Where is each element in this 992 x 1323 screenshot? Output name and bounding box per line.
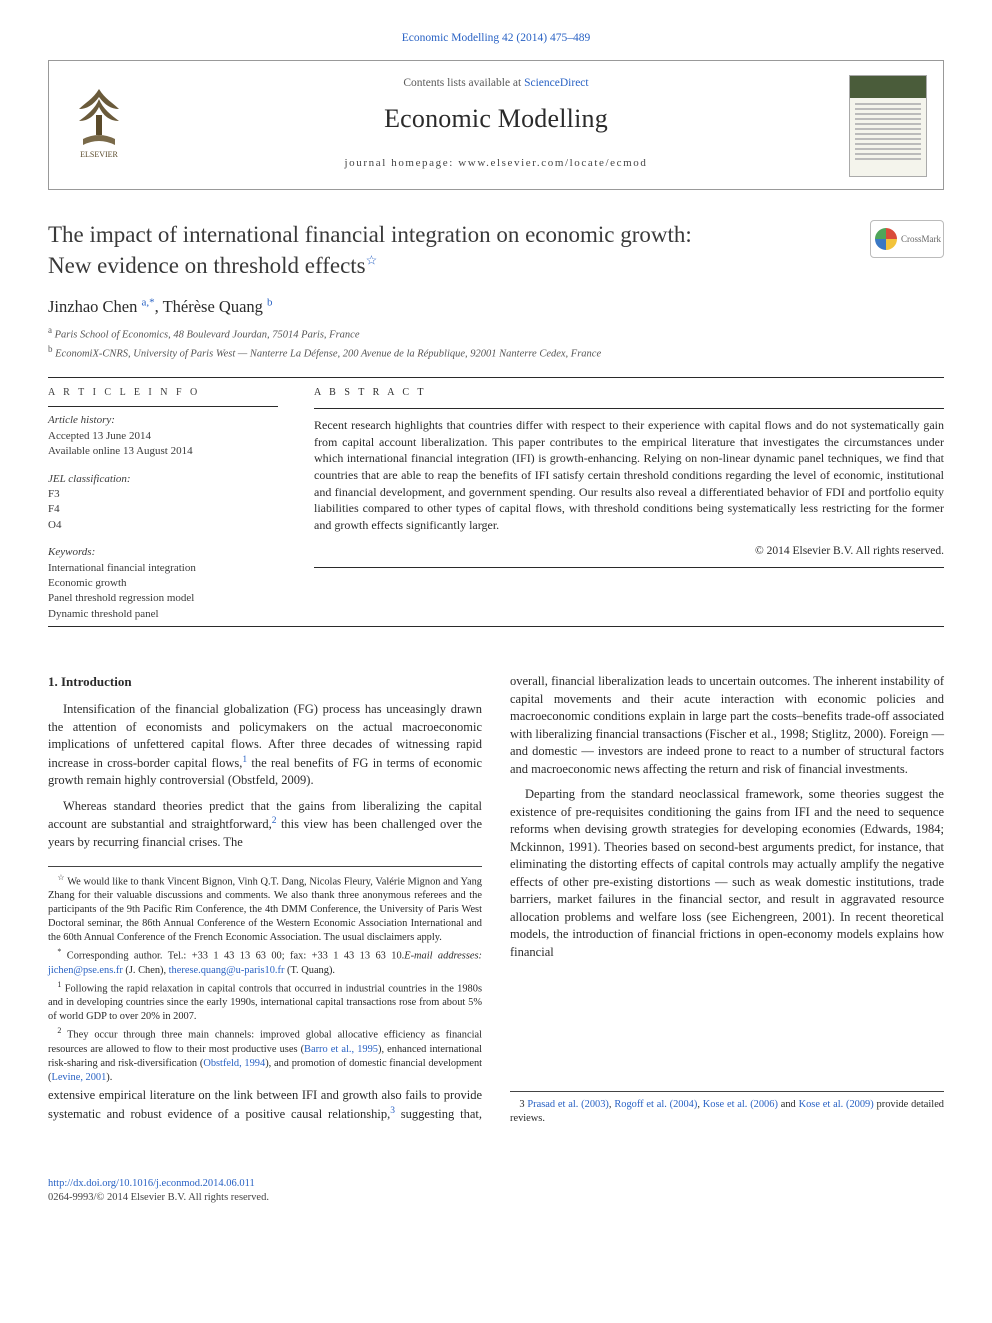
body-columns: 1. Introduction Intensification of the f…	[48, 673, 944, 1129]
sciencedirect-link[interactable]: ScienceDirect	[524, 77, 589, 89]
author-2-name: Thérèse Quang	[163, 297, 263, 316]
kw-0: International financial integration	[48, 561, 278, 576]
fn3-ref3[interactable]: Kose et al. (2006)	[703, 1099, 778, 1110]
abstract-block: A B S T R A C T Recent research highligh…	[314, 386, 944, 622]
crossmark-icon	[875, 228, 897, 250]
meta-row: A R T I C L E I N F O Article history: A…	[48, 386, 944, 622]
authors: Jinzhao Chen a,*, Thérèse Quang b	[48, 295, 944, 318]
abstract-copyright: © 2014 Elsevier B.V. All rights reserved…	[314, 543, 944, 559]
paper-title-line1: The impact of international financial in…	[48, 220, 692, 249]
fn3f: and	[778, 1099, 799, 1110]
fn1-mark: 1	[57, 980, 61, 989]
doi-row: http://dx.doi.org/10.1016/j.econmod.2014…	[48, 1177, 944, 1206]
online-date: Available online 13 August 2014	[48, 444, 278, 459]
fn2-mark: 2	[57, 1026, 61, 1035]
title-footnote-star-icon: ☆	[366, 253, 378, 268]
fn2-ref1[interactable]: Barro et al., 1995	[304, 1044, 378, 1055]
affil-b: EconomiX-CNRS, University of Paris West …	[55, 348, 601, 359]
issn-copyright: 0264-9993/© 2014 Elsevier B.V. All right…	[48, 1191, 269, 1206]
doi-link[interactable]: http://dx.doi.org/10.1016/j.econmod.2014…	[48, 1177, 269, 1192]
journal-cover-thumbnail	[849, 75, 927, 177]
affiliations: a Paris School of Economics, 48 Boulevar…	[48, 324, 944, 361]
accepted-date: Accepted 13 June 2014	[48, 429, 278, 444]
fn3-ref2[interactable]: Rogoff et al. (2004)	[614, 1099, 697, 1110]
paper-title-block: The impact of international financial in…	[48, 220, 692, 283]
history-head: Article history:	[48, 413, 278, 428]
email-1[interactable]: jichen@pse.ens.fr	[48, 965, 123, 976]
para-2: Whereas standard theories predict that t…	[48, 798, 482, 852]
fn3-mark: 3	[519, 1099, 524, 1110]
author-1-name: Jinzhao Chen	[48, 297, 137, 316]
contents-prefix: Contents lists available at	[403, 77, 524, 89]
kw-2: Panel threshold regression model	[48, 591, 278, 606]
fn-star: We would like to thank Vincent Bignon, V…	[48, 876, 482, 943]
para-1: Intensification of the financial globali…	[48, 701, 482, 790]
title-row: The impact of international financial in…	[48, 220, 944, 283]
elsevier-logo: ELSEVIER	[65, 81, 133, 161]
footnotes-right: 3 Prasad et al. (2003), Rogoff et al. (2…	[510, 1091, 944, 1126]
fn3-ref1[interactable]: Prasad et al. (2003)	[527, 1099, 608, 1110]
author-2-marks[interactable]: b	[267, 296, 273, 308]
fn3-ref4[interactable]: Kose et al. (2009)	[799, 1099, 874, 1110]
article-info: A R T I C L E I N F O Article history: A…	[48, 386, 278, 622]
journal-homepage: journal homepage: www.elsevier.com/locat…	[65, 156, 927, 171]
jel-2: O4	[48, 518, 278, 533]
affil-a: Paris School of Economics, 48 Boulevard …	[55, 329, 360, 340]
crossmark-badge[interactable]: CrossMark	[870, 220, 944, 258]
journal-name: Economic Modelling	[65, 101, 927, 137]
abstract-label: A B S T R A C T	[314, 386, 944, 400]
fn1: Following the rapid relaxation in capita…	[48, 983, 482, 1022]
jel-head: JEL classification:	[48, 472, 278, 487]
fn-corr-mark: *	[57, 947, 61, 956]
email-2[interactable]: therese.quang@u-paris10.fr	[169, 965, 285, 976]
fn-corr: Corresponding author. Tel.: +33 1 43 13 …	[67, 951, 404, 962]
jel-1: F4	[48, 502, 278, 517]
paper-title-line2: New evidence on threshold effects☆	[48, 251, 692, 280]
article-info-label: A R T I C L E I N F O	[48, 386, 278, 400]
footnotes-left: ☆ We would like to thank Vincent Bignon,…	[48, 866, 482, 1086]
para-4: Departing from the standard neoclassical…	[510, 786, 944, 961]
fn-email-label: E-mail addresses:	[404, 951, 482, 962]
kw-1: Economic growth	[48, 576, 278, 591]
fn2-ref3[interactable]: Levine, 2001	[51, 1072, 106, 1083]
rule-bottom	[48, 626, 944, 627]
abstract-text: Recent research highlights that countrie…	[314, 417, 944, 533]
fn2g: ).	[106, 1072, 112, 1083]
rule-top	[48, 377, 944, 378]
paper-title-line2-text: New evidence on threshold effects	[48, 253, 366, 278]
intro-heading: 1. Introduction	[48, 673, 482, 691]
author-1-marks[interactable]: a,*	[141, 296, 154, 308]
top-reference: Economic Modelling 42 (2014) 475–489	[48, 30, 944, 46]
homepage-url[interactable]: www.elsevier.com/locate/ecmod	[458, 157, 647, 169]
email-1-who: (J. Chen),	[123, 965, 169, 976]
jel-0: F3	[48, 487, 278, 502]
fn2-ref2[interactable]: Obstfeld, 1994	[203, 1058, 265, 1069]
contents-line: Contents lists available at ScienceDirec…	[65, 75, 927, 91]
kw-head: Keywords:	[48, 545, 278, 560]
fn-star-mark: ☆	[57, 873, 64, 882]
email-2-who: (T. Quang).	[284, 965, 335, 976]
kw-3: Dynamic threshold panel	[48, 607, 278, 622]
svg-text:ELSEVIER: ELSEVIER	[80, 150, 118, 159]
top-reference-link[interactable]: Economic Modelling 42 (2014) 475–489	[402, 32, 590, 44]
journal-header-box: ELSEVIER Contents lists available at Sci…	[48, 60, 944, 190]
crossmark-label: CrossMark	[901, 233, 941, 246]
homepage-label: journal homepage:	[345, 157, 459, 169]
